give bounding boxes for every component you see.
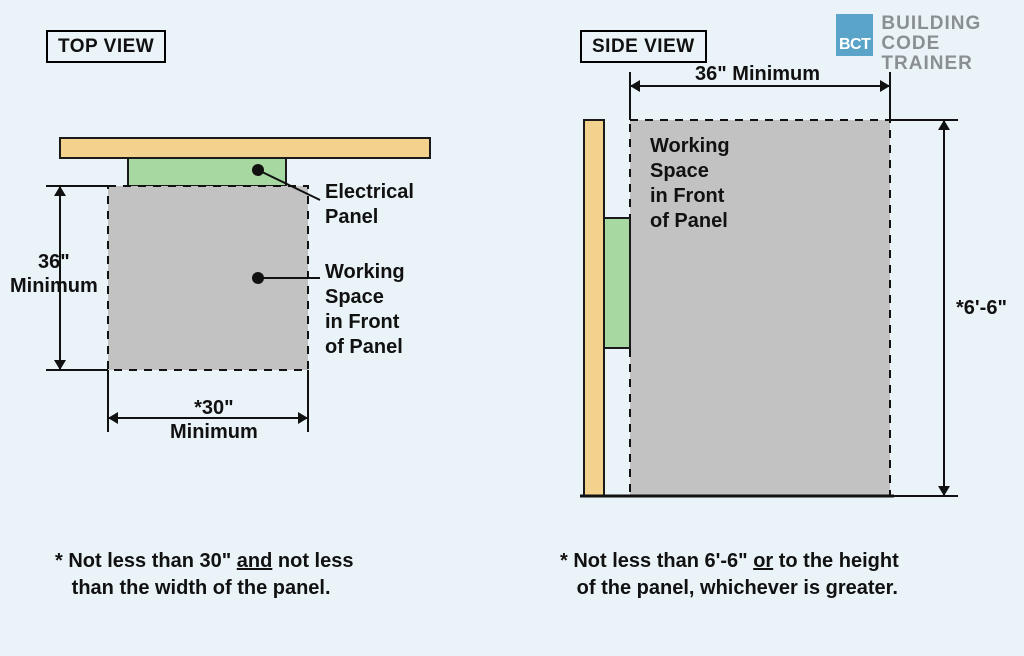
top-width-label: *30" Minimum <box>170 396 258 444</box>
side-footnote: * Not less than 6'-6" or to the height o… <box>560 548 899 602</box>
top-depth-label: 36" Minimum <box>10 250 98 298</box>
side-workspace-label: Working Space in Front of Panel <box>650 134 730 234</box>
top-callout-panel-label: Electrical Panel <box>325 180 414 230</box>
top-footnote: * Not less than 30" and not less than th… <box>55 548 353 602</box>
top-callout-workspace-label: Working Space in Front of Panel <box>325 260 405 360</box>
side-height-label: *6'-6" <box>956 296 1007 320</box>
side-width-label: 36" Minimum <box>695 62 820 86</box>
